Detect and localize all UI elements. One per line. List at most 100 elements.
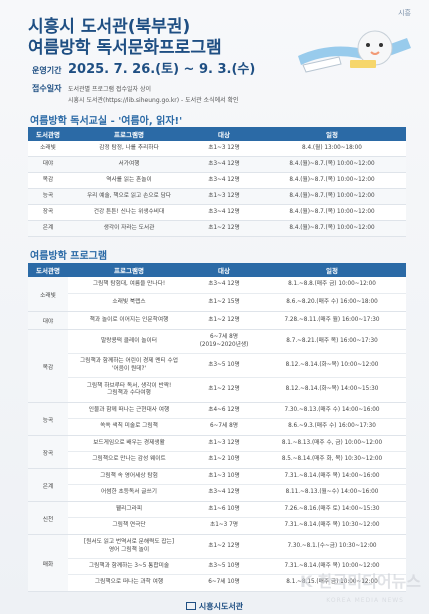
program-cell: 건강 튼튼! 신나는 위생수비대 — [93, 208, 165, 215]
table-row: 쏙쏙 색칙 미술로 그림책 6~7세 8명 8.6.~9.3.(매주 수) 16:0… — [68, 419, 406, 435]
section-title-summer-program: 여름방학 프로그램 — [30, 251, 108, 262]
branch-cell: 목감 — [42, 176, 54, 183]
registration-row: 접수일자 도서관별 프로그램 접수일자 상이 — [32, 83, 151, 94]
table-row: 그림책과 함께하는 3~5 통합미술 초3~5 10명 7.31.~8.14.(매주… — [68, 559, 406, 575]
program-cell: 그림책과 함께하는 어린이 경제 멘티 수업 '어음이 뭔데?' — [80, 358, 178, 372]
target-cell: 초1~3 12명 — [208, 144, 240, 151]
branch-cell: 대야 — [28, 312, 68, 329]
reading-class-table: 도서관명 프로그램명 대상 일정 소래빛 감정 탐정, 나를 추리하다 초1~3 1… — [28, 127, 406, 237]
branch-group: 은계 그림책 속 영어세상 탐험 초1~3 10명 7.31.~8.14.(매주 목… — [28, 469, 406, 502]
table-row: 목감 역사를 읽는 혼놀이 초3~4 12명 8.4.(월)~8.7.(목) 10:0… — [28, 173, 406, 189]
branch-group: 신천 웰리그라피 초1~6 10명 7.26.~8.16.(매주 토) 14:00~… — [28, 502, 406, 535]
program-cell: 말랑콩떡 클레이 놀이터 — [101, 337, 157, 344]
target-cell: 초3~4 12명 — [208, 160, 240, 167]
footer-text: 시흥시도서관 — [198, 601, 244, 611]
schedule-cell: 8.6.~9.3.(매주 수) 16:00~17:30 — [288, 423, 376, 430]
branch-cell: 능곡 — [28, 403, 68, 435]
program-cell: 서가여행 — [118, 160, 140, 167]
program-cell: 어썸한 초등독서 글쓰기 — [101, 489, 157, 496]
branch-cell: 목감 — [28, 330, 68, 402]
header-target: 대상 — [218, 267, 230, 275]
program-cell: 웰리그라피 — [115, 505, 143, 512]
table-row: 그림책 속 영어세상 탐험 초1~3 10명 7.31.~8.14.(매주 목) 1… — [68, 469, 406, 485]
program-cell: 생각이 자라는 도서관 — [103, 224, 155, 231]
table-row: [원서도 읽고 번역서로 문해력도 잡는] 영어 그림책 놀이 초1~2 12명 7… — [68, 535, 406, 559]
table-row: 그림책 하브루타 독서, 생각이 반짝! 그림책과 수다여행 초1~2 12명 8.… — [68, 378, 406, 402]
target-cell: 초3~5 10명 — [208, 361, 240, 368]
schedule-cell: 8.1.~8.8.(매주 금) 10:00~12:00 — [288, 281, 376, 288]
table-row: 대야 서가여행 초3~4 12명 8.4.(월)~8.7.(목) 10:00~12:0… — [28, 157, 406, 173]
target-cell: 초3~4 12명 — [208, 281, 240, 288]
header-target: 대상 — [218, 131, 230, 139]
header-branch: 도서관명 — [36, 267, 60, 275]
target-cell: 초3~4 12명 — [208, 176, 240, 183]
program-cell: 그림책과 함께하는 3~5 통합미술 — [88, 562, 170, 569]
branch-cell: 대야 — [42, 160, 54, 167]
target-cell: 초1~2 12명 — [208, 224, 240, 231]
schedule-cell: 8.7.~8.21.(매주 목) 16:00~17:30 — [286, 337, 378, 344]
table-row: 웰리그라피 초1~6 10명 7.26.~8.16.(매주 토) 14:00~15:… — [68, 502, 406, 518]
table-row: 그림책으로 만나는 감성 웨이트 초1~2 10명 8.5.~8.14.(매주 화,… — [68, 452, 406, 468]
target-cell: 초1~2 12명 — [208, 386, 240, 393]
header-program: 프로그램명 — [114, 267, 144, 275]
program-cell: 그림책으로 떠나는 과학 여행 — [94, 579, 164, 586]
table-header: 도서관명 프로그램명 대상 일정 — [28, 127, 406, 141]
library-icon — [185, 602, 196, 610]
registration-label: 접수일자 — [32, 84, 62, 93]
schedule-cell: 8.1.~8.13.(매주 수, 금) 10:00~12:00 — [281, 439, 383, 446]
table-row: 능곡 우리 예술, 책으로 읽고 손으로 담다 초1~3 12명 8.4.(월)~8.… — [28, 189, 406, 205]
branch-cell: 장곡 — [28, 436, 68, 468]
table-row: 책과 놀이로 이어지는 인문학여행 초1~2 12명 7.28.~8.11.(매주 … — [68, 312, 406, 329]
registration-detail: 시흥시 도서관(https://lib.siheung.go.kr) - 도서관… — [68, 97, 239, 104]
schedule-cell: 7.30.~8.1.(수~금) 10:30~12:00 — [287, 542, 377, 549]
table-row: 은계 생각이 자라는 도서관 초1~2 12명 8.4.(월)~8.7.(목) 10:… — [28, 221, 406, 237]
schedule-cell: 8.11.~8.13.(월~수) 14:00~16:00 — [285, 489, 379, 496]
mascot-illustration — [298, 30, 411, 73]
program-cell: [원서도 읽고 번역서로 문해력도 잡는] 영어 그림책 놀이 — [83, 539, 175, 553]
branch-cell: 장곡 — [42, 208, 54, 215]
schedule-cell: 8.4.(월)~8.7.(목) 10:00~12:00 — [289, 192, 375, 199]
program-cell: 역사를 읽는 혼놀이 — [106, 176, 152, 183]
header-branch: 도서관명 — [36, 131, 60, 139]
program-cell: 쏙쏙 색칙 미술로 그림책 — [100, 423, 158, 430]
branch-group: 능곡 인물과 함께 떠나는 근현대사 여행 초4~6 12명 7.30.~8.13.… — [28, 403, 406, 436]
branch-cell: 능곡 — [42, 192, 54, 199]
table-header: 도서관명 프로그램명 대상 일정 — [28, 263, 406, 277]
branch-group: 소래빛 그림책 탐험대, 여름을 만나다! 초3~4 12명 8.1.~8.8.(매… — [28, 277, 406, 312]
target-cell: 초3~4 12명 — [208, 208, 240, 215]
program-cell: 그림책 하브루타 독서, 생각이 반짝! 그림책과 수다여행 — [86, 382, 172, 396]
schedule-cell: 8.12.~8.14.(화~목) 10:00~12:00 — [285, 361, 379, 368]
schedule-cell: 8.12.~8.14.(화~목) 14:00~15:30 — [285, 386, 379, 393]
registration-text: 도서관별 프로그램 접수일자 상이 — [68, 86, 152, 93]
schedule-cell: 8.4.(월)~8.7.(목) 10:00~12:00 — [289, 176, 375, 183]
schedule-cell: 8.1.~8.15.(매주 금) 10:00~12:00 — [286, 579, 378, 586]
branch-cell: 은계 — [28, 469, 68, 501]
footer: 시흥시도서관 — [0, 598, 429, 614]
program-cell: 그림책으로 만나는 감성 웨이트 — [92, 456, 166, 463]
program-cell: 감정 탐정, 나를 추리하다 — [99, 144, 159, 151]
branch-cell: 신천 — [28, 502, 68, 534]
period-row: 운영기간 2025. 7. 26.(토) ~ 9. 3.(수) — [32, 58, 255, 77]
schedule-cell: 7.30.~8.13.(매주 수) 14:00~16:00 — [284, 406, 380, 413]
schedule-cell: 8.4.(월)~8.7.(목) 10:00~12:00 — [289, 160, 375, 167]
target-cell: 초3~4 12명 — [208, 489, 240, 496]
title-line-2: 여름방학 독서문화프로그램 — [28, 38, 222, 58]
program-cell: 그림책 탐험대, 여름을 만나다! — [92, 281, 166, 288]
table-row: 인물과 함께 떠나는 근현대사 여행 초4~6 12명 7.30.~8.13.(매주… — [68, 403, 406, 419]
program-cell: 인물과 함께 떠나는 근현대사 여행 — [88, 406, 170, 413]
reading-rows: 소래빛 감정 탐정, 나를 추리하다 초1~3 12명 8.4.(월) 13:00~1… — [28, 141, 406, 237]
siheung-logo: 시흥 — [398, 9, 411, 17]
target-cell: 초1~2 12명 — [208, 316, 240, 323]
header-schedule: 일정 — [326, 267, 338, 275]
table-row: 말랑콩떡 클레이 놀이터 6~7세 8명 (2019~2020년생) 8.7.~8.… — [68, 330, 406, 354]
program-cell: 소래빛 북랩스 — [112, 298, 146, 305]
watermark-subtitle: KOREA MEDIA NEWS — [326, 597, 404, 604]
program-cell: 보드게임으로 배우는 경제생활 — [93, 439, 165, 446]
branch-cell: 소래빛 — [28, 277, 68, 311]
target-cell: 초1~2 10명 — [208, 456, 240, 463]
branch-group: 장곡 보드게임으로 배우는 경제생활 초1~3 12명 8.1.~8.13.(매주 … — [28, 436, 406, 469]
program-cell: 책과 놀이로 이어지는 인문학여행 — [89, 316, 169, 323]
target-cell: 초1~3 7명 — [210, 522, 238, 529]
table-row: 어썸한 초등독서 글쓰기 초3~4 12명 8.11.~8.13.(월~수) 14:… — [68, 485, 406, 501]
schedule-cell: 7.31.~8.14.(매주 목) 10:00~12:00 — [284, 562, 380, 569]
